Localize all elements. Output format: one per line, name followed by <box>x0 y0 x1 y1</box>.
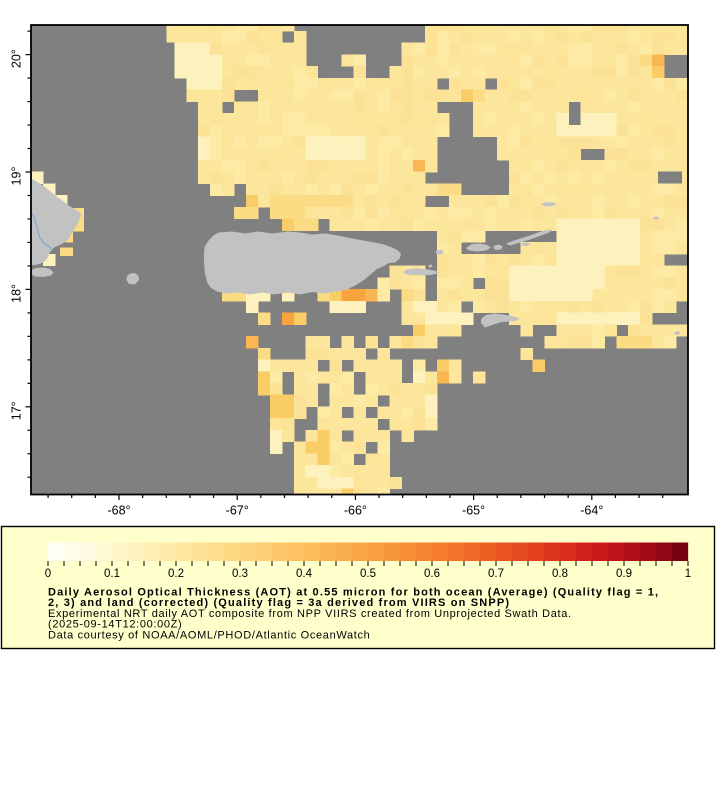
svg-text:(2025-09-14T12:00:00Z): (2025-09-14T12:00:00Z) <box>48 619 182 631</box>
svg-text:18°: 18° <box>10 284 24 303</box>
svg-text:19°: 19° <box>10 167 24 186</box>
svg-text:17°: 17° <box>10 401 24 420</box>
svg-text:-68°: -68° <box>107 504 130 518</box>
svg-text:Experimental NRT daily AOT com: Experimental NRT daily AOT composite fro… <box>48 608 572 620</box>
svg-text:0.2: 0.2 <box>168 568 184 580</box>
svg-text:Daily Aerosol Optical Thicknes: Daily Aerosol Optical Thickness (AOT) at… <box>48 587 659 599</box>
svg-text:2, 3) and land (corrected) (Qu: 2, 3) and land (corrected) (Quality flag… <box>48 597 510 609</box>
svg-text:0: 0 <box>45 568 51 580</box>
svg-text:-66°: -66° <box>344 504 367 518</box>
svg-text:0.1: 0.1 <box>104 568 120 580</box>
svg-text:0.6: 0.6 <box>424 568 440 580</box>
svg-text:0.4: 0.4 <box>296 568 313 580</box>
svg-text:20°: 20° <box>10 49 24 68</box>
svg-text:0.5: 0.5 <box>360 568 376 580</box>
svg-text:0.3: 0.3 <box>232 568 248 580</box>
svg-text:0.8: 0.8 <box>552 568 568 580</box>
svg-text:1: 1 <box>685 568 691 580</box>
svg-text:-64°: -64° <box>580 504 603 518</box>
svg-text:-65°: -65° <box>462 504 485 518</box>
svg-text:Data courtesy of NOAA/AOML/PHO: Data courtesy of NOAA/AOML/PHOD/Atlantic… <box>48 629 370 641</box>
svg-text:-67°: -67° <box>226 504 249 518</box>
svg-text:0.9: 0.9 <box>616 568 632 580</box>
svg-text:0.7: 0.7 <box>488 568 504 580</box>
